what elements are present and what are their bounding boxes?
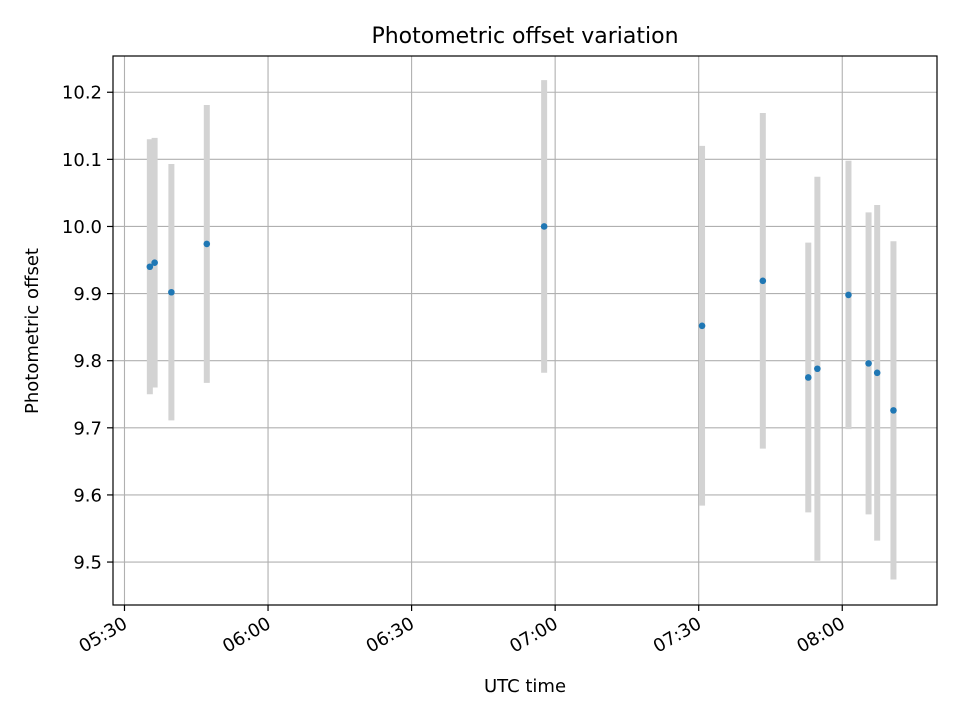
y-tick-label: 9.7 — [73, 418, 102, 439]
data-point — [146, 263, 154, 271]
chart-title: Photometric offset variation — [371, 24, 678, 49]
data-point — [759, 277, 767, 285]
data-point — [168, 288, 175, 296]
x-axis-label: UTC time — [484, 676, 566, 697]
data-point — [203, 240, 211, 248]
data-point — [865, 360, 872, 367]
y-tick-label: 10.1 — [62, 150, 102, 171]
data-point — [540, 223, 548, 230]
data-point — [804, 374, 812, 381]
data-point — [814, 365, 821, 373]
y-tick-label: 9.5 — [73, 553, 102, 574]
grid-layer — [113, 56, 937, 605]
y-axis-label: Photometric offset — [22, 248, 43, 414]
y-tick-label: 9.6 — [73, 485, 102, 506]
plot-frame — [112, 55, 938, 606]
data-point — [890, 407, 897, 414]
y-tick-label: 9.8 — [73, 351, 102, 372]
point-layer — [146, 223, 897, 414]
data-point — [845, 291, 852, 299]
data-point — [151, 259, 158, 267]
y-tick-label: 9.9 — [73, 284, 102, 305]
data-point — [698, 322, 706, 330]
y-tick-label: 10.2 — [62, 83, 102, 104]
data-point — [873, 369, 881, 377]
y-tick-label: 10.0 — [62, 217, 102, 238]
